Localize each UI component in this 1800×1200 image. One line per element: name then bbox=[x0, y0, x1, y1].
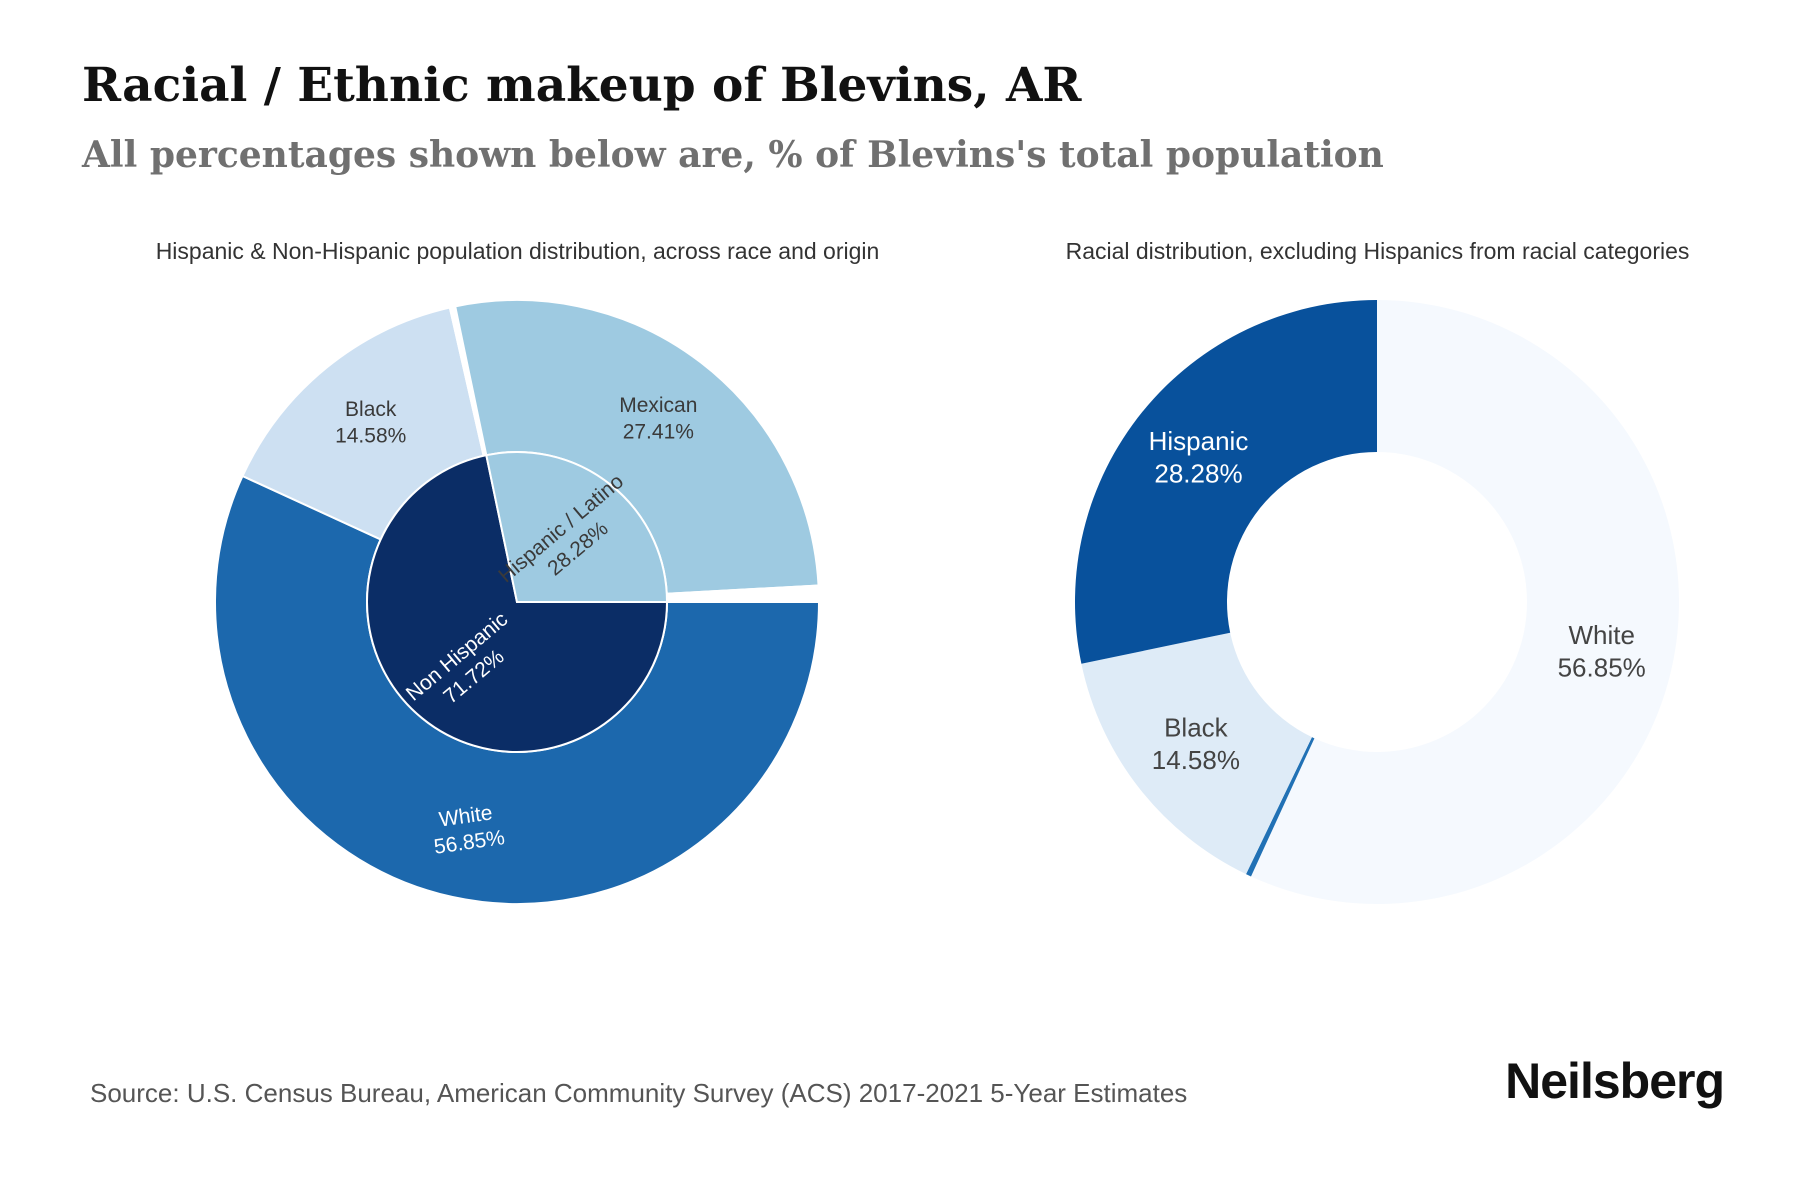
left-sunburst-chart: White56.85%Black 14.58%Mexican 27.41%Non H… bbox=[214, 299, 821, 905]
right-chart-title: Racial distribution, excluding Hispanics… bbox=[1065, 238, 1690, 264]
donut-label-black: Black 14.58% bbox=[1152, 713, 1240, 776]
donut-label-white: White 56.85% bbox=[1558, 620, 1646, 683]
brand-logo: Neilsberg bbox=[1505, 1053, 1725, 1109]
outer-label-black: Black 14.58% bbox=[335, 398, 406, 447]
page-title: Racial / Ethnic makeup of Blevins, AR bbox=[82, 58, 1082, 113]
page-subtitle: All percentages shown below are, % of Bl… bbox=[82, 134, 1384, 176]
donut-slice-hispanic bbox=[1074, 300, 1377, 664]
donut-slice-other-1 bbox=[1246, 737, 1315, 877]
outer-label-white: White56.85% bbox=[429, 800, 506, 859]
donut-label-hispanic: Hispanic 28.28% bbox=[1149, 426, 1249, 489]
right-donut-chart: White 56.85% Black 14.58% Hispanic 28.28% bbox=[1074, 300, 1679, 904]
inner-slice-hispanic-latino bbox=[485, 451, 669, 603]
donut-slice-black bbox=[1081, 632, 1312, 875]
left-chart-title: Hispanic & Non-Hispanic population distr… bbox=[155, 238, 880, 264]
source-note: Source: U.S. Census Bureau, American Com… bbox=[90, 1078, 1188, 1108]
outer-label-mexican: Mexican 27.41% bbox=[619, 394, 697, 443]
donut-slice-white bbox=[1250, 300, 1679, 904]
inner-slice-non-hispanic bbox=[366, 453, 669, 753]
